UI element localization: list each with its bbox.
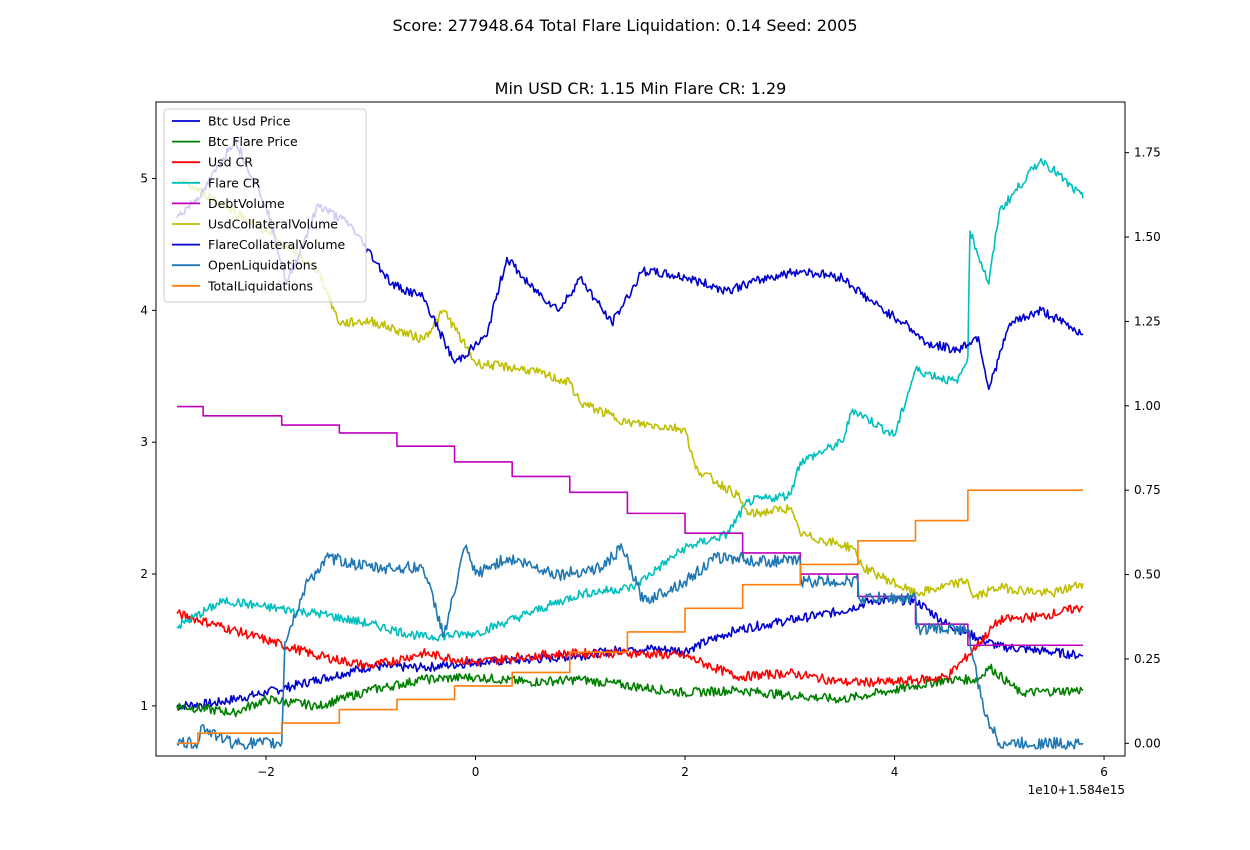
y-right-tick-label-3: 0.75 — [1134, 483, 1161, 497]
series-line-2 — [176, 604, 1084, 688]
y-right-tick-label-6: 1.50 — [1134, 230, 1161, 244]
legend-entry-0: Btc Usd Price — [208, 114, 291, 129]
legend-entry-4: DebtVolume — [208, 196, 285, 211]
y-left-tick-label-0: 1 — [140, 699, 148, 713]
legend-entry-3: Flare CR — [208, 175, 261, 190]
y-right-tick-label-4: 1.00 — [1134, 399, 1161, 413]
x-tick-label-2: 2 — [681, 765, 689, 779]
x-tick-label-4: 6 — [1100, 765, 1108, 779]
legend-box — [163, 108, 367, 303]
y-left-tick-label-4: 5 — [140, 171, 148, 185]
legend-entry-2: Usd CR — [208, 155, 253, 170]
y-left-tick-label-1: 2 — [140, 567, 148, 581]
y-left-tick-label-3: 4 — [140, 303, 148, 317]
y-right-tick-label-7: 1.75 — [1134, 146, 1161, 160]
series-line-7 — [176, 543, 1084, 750]
y-right-tick-label-5: 1.25 — [1134, 314, 1161, 328]
x-offset-label: 1e10+1.584e15 — [1028, 783, 1125, 797]
series-line-0 — [176, 595, 1084, 711]
x-axis: −2 0 2 4 6 — [257, 756, 1108, 779]
y-right-tick-label-1: 0.25 — [1134, 652, 1161, 666]
x-tick-label-3: 4 — [891, 765, 899, 779]
legend: Btc Usd Price Btc Flare Price Usd CR Flare … — [163, 108, 367, 303]
chart-suptitle: Score: 277948.64 Total Flare Liquidation… — [392, 16, 857, 35]
legend-entry-1: Btc Flare Price — [208, 134, 298, 149]
legend-entry-5: UsdCollateralVolume — [208, 217, 338, 232]
series-line-1 — [176, 663, 1084, 718]
plot-frame — [155, 101, 1126, 757]
x-tick-label-0: −2 — [257, 765, 275, 779]
y-right-tick-label-0: 0.00 — [1134, 736, 1161, 750]
x-tick-label-1: 0 — [472, 765, 480, 779]
y-axis-right: 0.00 0.25 0.50 0.75 1.00 1.25 1.50 1.75 — [1125, 146, 1161, 750]
legend-entry-7: OpenLiquidations — [208, 258, 317, 273]
legend-entry-8: TotalLiquidations — [207, 278, 313, 293]
y-right-tick-label-2: 0.50 — [1134, 568, 1161, 582]
chart-title: Min USD CR: 1.15 Min Flare CR: 1.29 — [495, 79, 787, 98]
legend-entry-6: FlareCollateralVolume — [208, 237, 346, 252]
y-axis-left: 1 2 3 4 5 — [140, 171, 156, 713]
y-left-tick-label-2: 3 — [140, 435, 148, 449]
series-line-8 — [176, 489, 1084, 745]
series-line-3 — [176, 157, 1084, 642]
